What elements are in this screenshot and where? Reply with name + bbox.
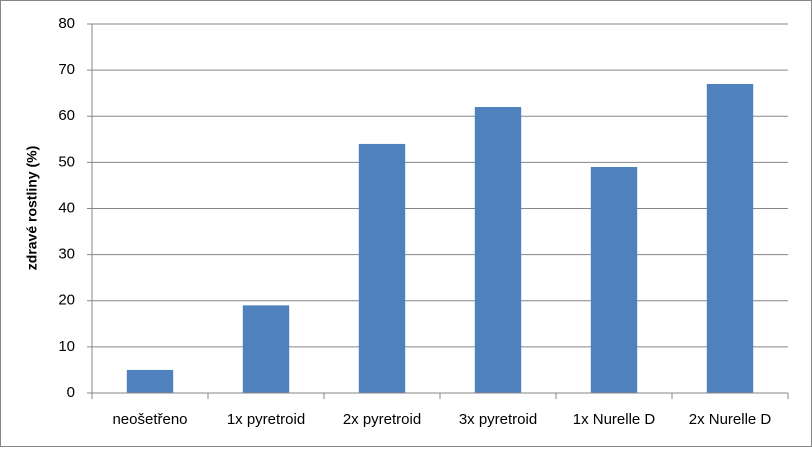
bar xyxy=(358,143,406,393)
bar xyxy=(126,369,174,393)
x-tick-label: 1x Nurelle D xyxy=(573,411,656,428)
x-tick-label: neošetřeno xyxy=(112,411,187,428)
bar xyxy=(242,305,290,393)
bar xyxy=(706,83,754,394)
y-tick-label: 50 xyxy=(58,153,75,170)
bar xyxy=(590,166,638,393)
x-tick-label: 2x Nurelle D xyxy=(689,411,772,428)
x-tick-label: 1x pyretroid xyxy=(227,411,305,428)
y-axis-label: zdravé rostliny (%) xyxy=(24,146,40,270)
y-tick-label: 60 xyxy=(58,107,75,124)
y-tick-label: 70 xyxy=(58,61,75,78)
x-tick-label: 3x pyretroid xyxy=(459,411,537,428)
y-tick-label: 80 xyxy=(58,15,75,32)
y-tick-label: 30 xyxy=(58,246,75,263)
y-tick-label: 20 xyxy=(58,292,75,309)
y-tick-label: 40 xyxy=(58,199,75,216)
bar xyxy=(474,107,522,394)
y-tick-label: 10 xyxy=(58,338,75,355)
x-tick-label: 2x pyretroid xyxy=(343,411,421,428)
y-tick-label: 0 xyxy=(67,384,75,401)
